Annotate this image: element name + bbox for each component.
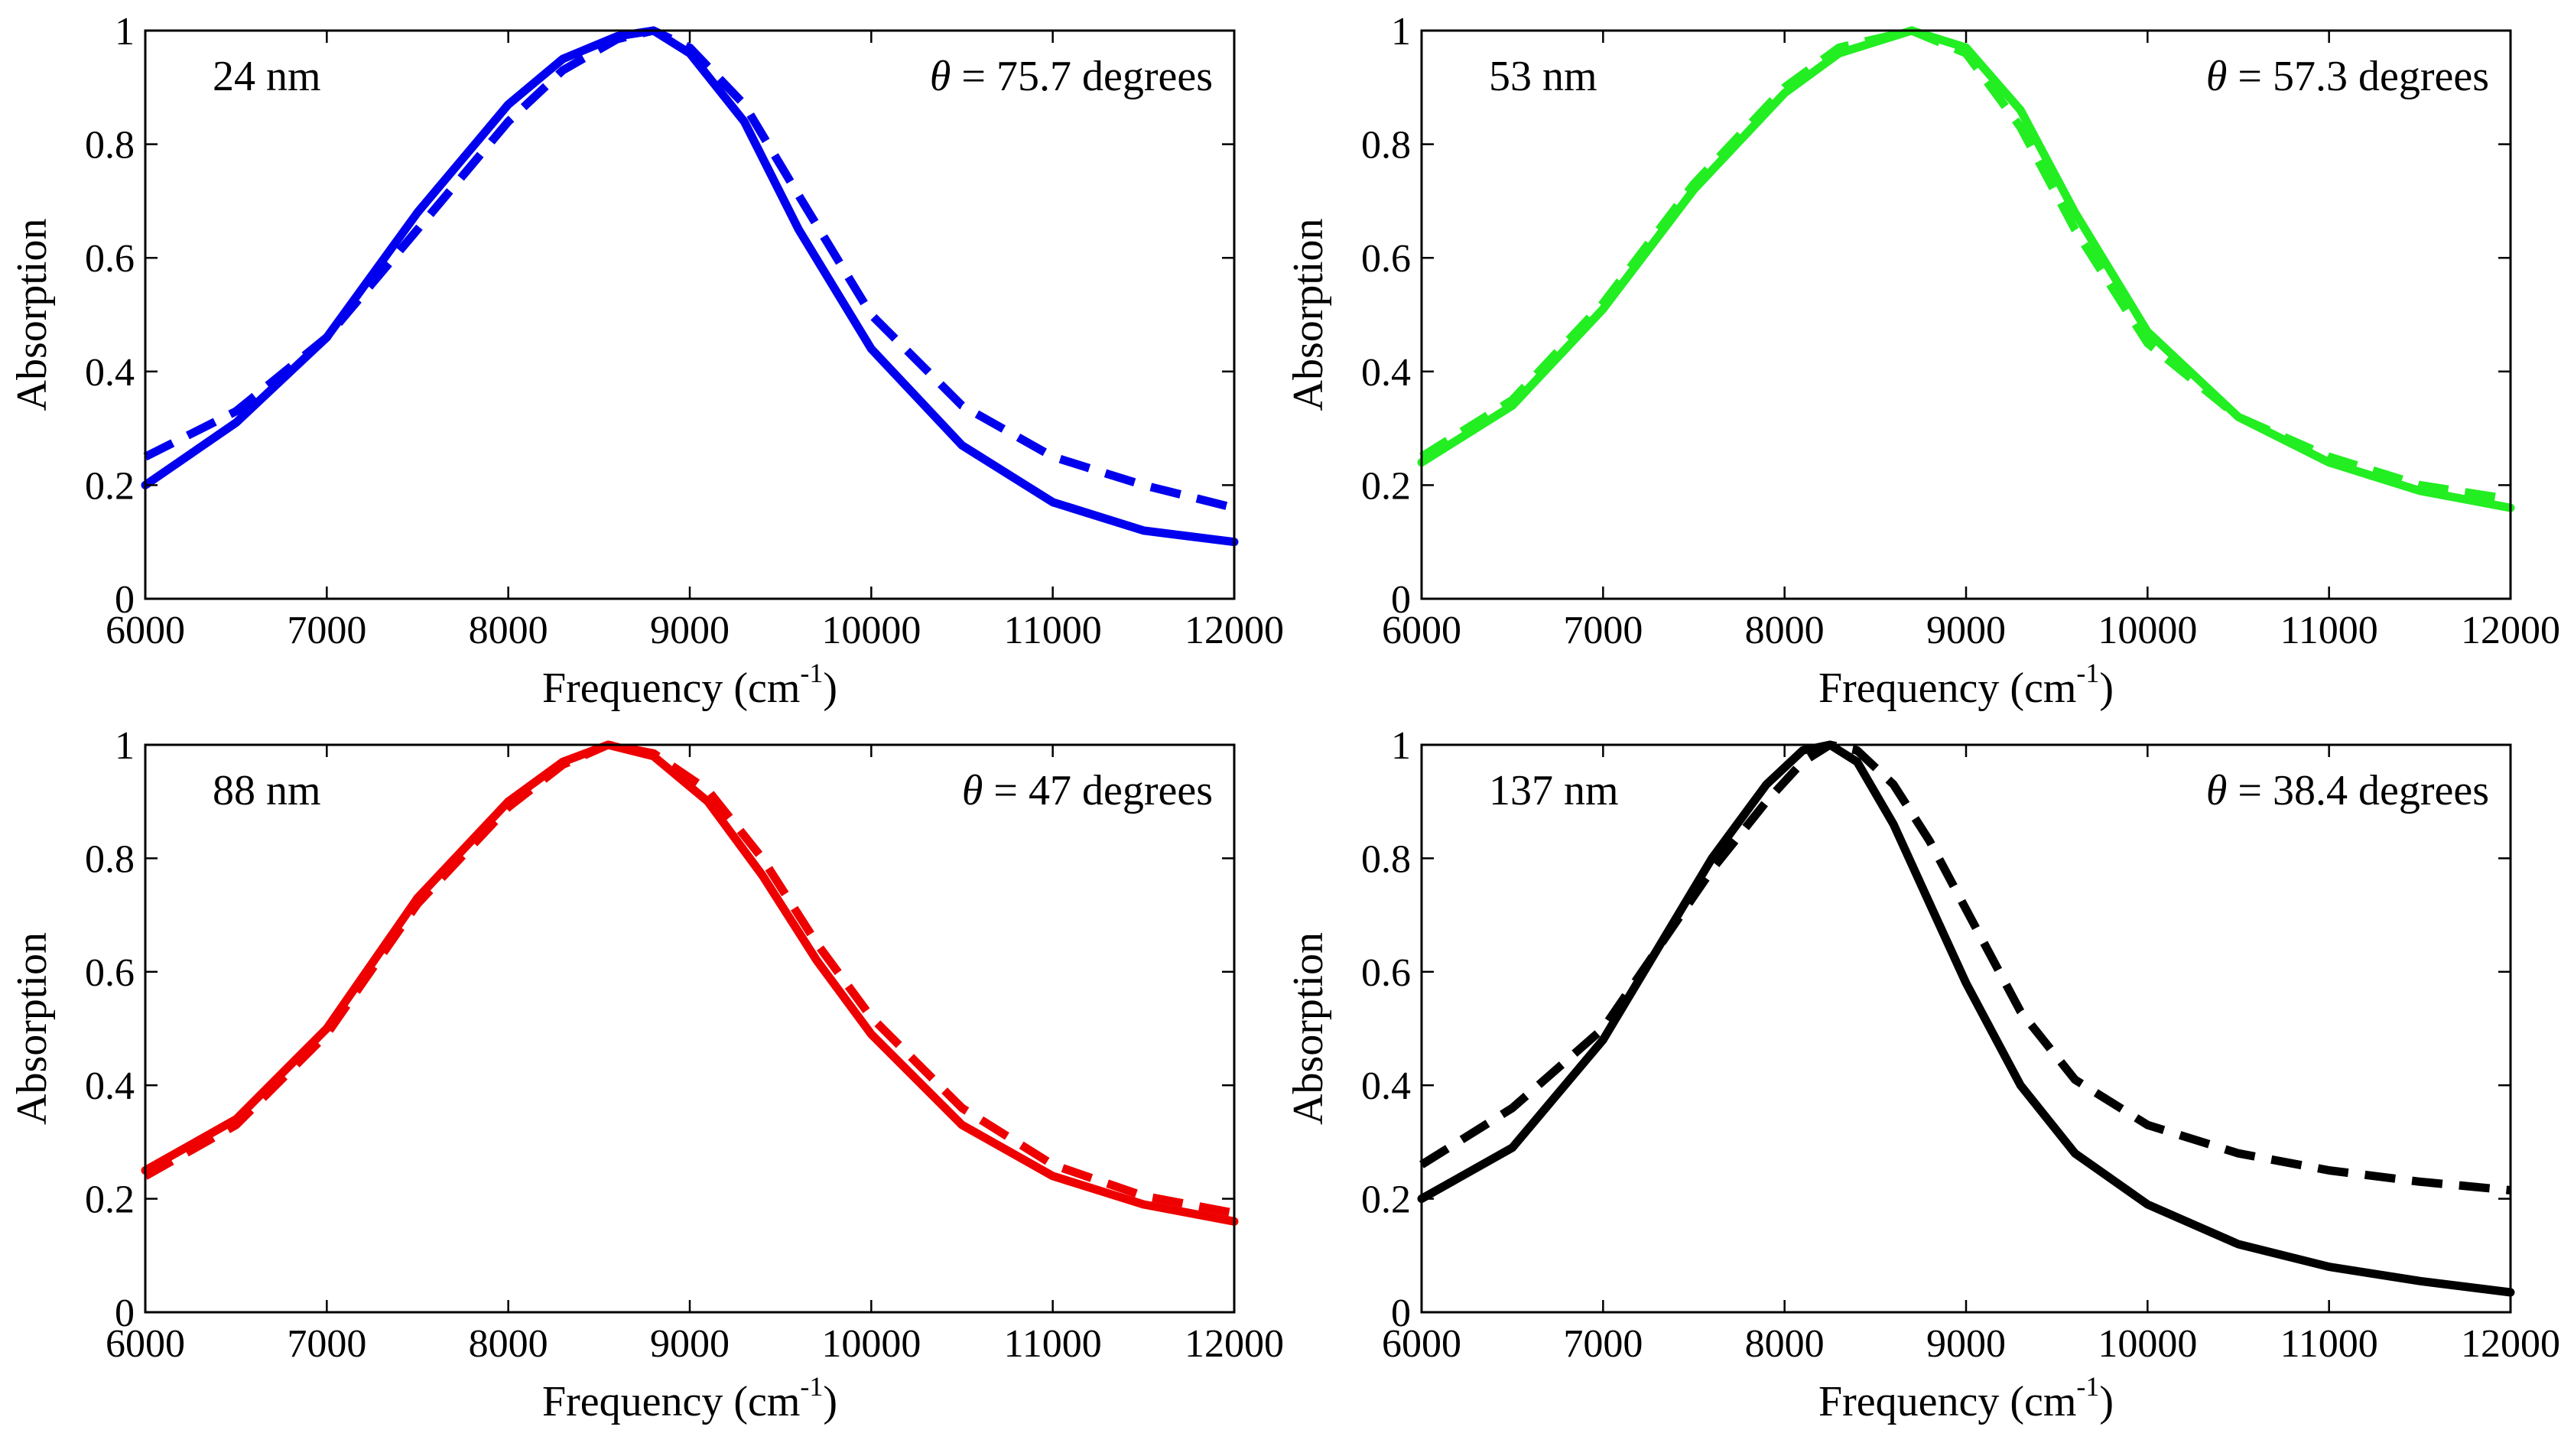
y-tick-label: 0.2 — [1361, 464, 1411, 508]
y-tick-label: 0.4 — [1361, 1064, 1411, 1108]
y-tick-label: 0 — [1391, 578, 1411, 622]
plot-frame — [1420, 743, 2512, 1314]
y-axis-label: Absorption — [1285, 219, 1332, 411]
size-annotation: 88 nm — [213, 767, 321, 814]
y-tick-label: 1 — [115, 724, 135, 768]
chart-panel-4: 6000 7000 8000 9000 10000 11000 12000 0 0.2 0.4 0.… — [1285, 724, 2560, 1425]
x-tick-label: 12000 — [2461, 1322, 2560, 1366]
x-tick-label: 8000 — [1745, 609, 1825, 652]
series-line-solid — [141, 26, 1239, 547]
x-tick-label: 9000 — [1926, 1322, 2006, 1366]
y-tick-label: 0.6 — [1361, 237, 1411, 281]
y-tick-label: 0.6 — [1361, 951, 1411, 995]
series-line-solid — [1417, 26, 2515, 512]
y-tick-label: 1 — [115, 10, 135, 54]
size-annotation: 53 nm — [1489, 53, 1597, 100]
series-line-solid — [1417, 740, 2515, 1297]
x-tick-label: 9000 — [650, 609, 730, 652]
x-tick-label: 7000 — [287, 609, 366, 652]
x-tick-label: 12000 — [1185, 1322, 1284, 1366]
y-tick-label: 0.8 — [1361, 124, 1411, 167]
x-tick-label: 8000 — [469, 609, 548, 652]
series-line-dashed — [1419, 26, 2511, 504]
size-annotation: 137 nm — [1489, 767, 1619, 814]
series-line-dashed — [1419, 740, 2511, 1194]
chart-panel-1: 6000 7000 8000 9000 10000 11000 12000 0 0.2 0.4 0.… — [8, 10, 1284, 712]
y-tick-label: 0.8 — [85, 837, 135, 881]
x-tick-label: 9000 — [1926, 609, 2006, 652]
y-tick-label: 0 — [115, 1292, 135, 1335]
x-tick-label: 7000 — [1563, 1322, 1643, 1366]
x-tick-label: 8000 — [469, 1322, 548, 1366]
x-tick-label: 6000 — [1382, 609, 1461, 652]
x-tick-label: 10000 — [2098, 609, 2197, 652]
y-tick-label: 0.2 — [85, 1178, 135, 1222]
plot-frame — [144, 29, 1236, 600]
x-tick-label: 11000 — [1004, 609, 1102, 652]
angle-annotation: θ = 47 degrees — [962, 767, 1213, 814]
x-tick-label: 6000 — [106, 609, 185, 652]
series-line-dashed — [143, 740, 1236, 1217]
y-tick-label: 0 — [1391, 1292, 1411, 1335]
y-axis-label: Absorption — [8, 932, 56, 1125]
plot-frame — [1420, 29, 2512, 600]
y-tick-label: 0.4 — [85, 1064, 135, 1108]
y-tick-label: 0.2 — [1361, 1178, 1411, 1222]
x-axis-label: Frequency (cm-1) — [1818, 1371, 2114, 1425]
x-tick-label: 6000 — [106, 1322, 185, 1366]
x-tick-label: 12000 — [2461, 609, 2560, 652]
chart-panel-3: 6000 7000 8000 9000 10000 11000 12000 0 0.2 0.4 0.… — [8, 724, 1284, 1425]
y-tick-label: 0 — [115, 578, 135, 622]
size-annotation: 24 nm — [213, 53, 321, 100]
x-tick-label: 8000 — [1745, 1322, 1825, 1366]
series-line-dashed — [143, 26, 1236, 512]
y-tick-label: 1 — [1391, 10, 1411, 54]
y-tick-label: 0.6 — [85, 951, 135, 995]
y-tick-label: 0.2 — [85, 464, 135, 508]
x-tick-label: 10000 — [821, 1322, 921, 1366]
x-tick-label: 10000 — [821, 609, 921, 652]
plot-frame — [144, 743, 1236, 1314]
x-tick-label: 7000 — [1563, 609, 1643, 652]
angle-annotation: θ = 38.4 degrees — [2206, 767, 2489, 814]
y-tick-label: 1 — [1391, 724, 1411, 768]
series-line-solid — [141, 740, 1239, 1226]
x-tick-label: 11000 — [1004, 1322, 1102, 1366]
x-tick-label: 10000 — [2098, 1322, 2197, 1366]
x-tick-label: 7000 — [287, 1322, 366, 1366]
y-tick-label: 0.8 — [85, 124, 135, 167]
x-tick-label: 6000 — [1382, 1322, 1461, 1366]
y-tick-label: 0.4 — [1361, 351, 1411, 395]
y-tick-label: 0.4 — [85, 351, 135, 395]
y-axis-label: Absorption — [8, 219, 56, 411]
x-axis-label: Frequency (cm-1) — [1818, 658, 2114, 712]
angle-annotation: θ = 57.3 degrees — [2206, 53, 2489, 100]
x-tick-label: 11000 — [2280, 609, 2378, 652]
x-axis-label: Frequency (cm-1) — [542, 658, 837, 712]
y-tick-label: 0.6 — [85, 237, 135, 281]
x-axis-label: Frequency (cm-1) — [542, 1371, 837, 1425]
angle-annotation: θ = 75.7 degrees — [930, 53, 1213, 100]
y-tick-label: 0.8 — [1361, 837, 1411, 881]
x-tick-label: 11000 — [2280, 1322, 2378, 1366]
chart-panel-2: 6000 7000 8000 9000 10000 11000 12000 0 0.2 0.4 0.… — [1285, 10, 2560, 712]
y-axis-label: Absorption — [1285, 932, 1332, 1125]
x-tick-label: 12000 — [1185, 609, 1284, 652]
x-tick-label: 9000 — [650, 1322, 730, 1366]
